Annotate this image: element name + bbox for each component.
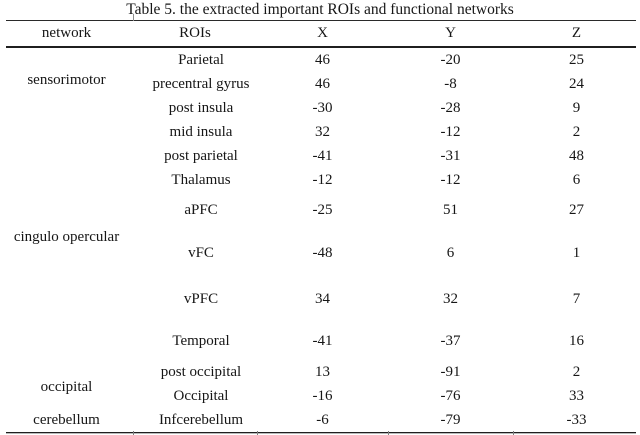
y-cell: -28 [440,99,461,116]
table-row: Occipital -16 -76 33 [133,384,640,408]
x-cell: -6 [316,411,329,428]
x-cell: -12 [312,171,333,188]
z-cell: 24 [569,75,584,92]
network-section: cingulo opercular aPFC -25 51 27 vFC -48 6 1 vPFC… [0,192,640,361]
roi-cell: Infcerebellum [158,411,244,428]
y-cell: -37 [440,332,461,349]
y-cell: -79 [440,411,461,428]
y-cell: 6 [446,245,455,261]
y-cell: -31 [440,147,461,164]
y-cell: 51 [443,202,458,218]
network-cell: occipital [40,379,93,395]
column-border-tick [257,431,258,435]
table-row: precentral gyrus 46 -8 24 [133,72,640,96]
roi-cell: Occipital [173,387,229,404]
z-cell: 2 [572,364,581,380]
x-cell: 13 [315,364,330,380]
z-cell: 1 [572,245,581,261]
network-cell: cerebellum [33,411,100,428]
col-header-z: Z [571,25,582,41]
roi-cell: post occipital [160,364,242,380]
z-cell: 48 [569,147,584,164]
table-row: post insula -30 -28 9 [133,96,640,120]
roi-cell: vPFC [183,291,219,307]
col-header-network: network [41,25,92,41]
column-border-tick [513,431,514,435]
col-header-y: Y [445,25,456,41]
roi-cell: post parietal [164,147,238,164]
table-row: vPFC 34 32 7 [133,278,640,321]
table-row: Temporal -41 -37 16 [133,321,640,361]
x-cell: 34 [315,291,330,307]
col-header-x: X [317,25,328,41]
section-rows: Infcerebellum -6 -79 -33 [133,408,640,432]
table-row: vFC -48 6 1 [133,229,640,278]
x-cell: -16 [312,387,333,404]
z-cell: 7 [572,291,581,307]
roi-cell: Thalamus [171,171,231,188]
x-cell: -25 [312,202,333,218]
column-border-tick [133,431,134,435]
network-cell: cingulo opercular [13,229,120,245]
roi-cell: Temporal [172,332,230,349]
z-cell: 9 [572,99,581,116]
section-rows: Parietal 46 -20 25 precentral gyrus 46 -8 24 pos… [133,48,640,192]
section-rows: aPFC -25 51 27 vFC -48 6 1 vPFC 34 32 7 Temporal -41 -… [133,192,640,361]
column-border-tick [133,14,134,21]
col-header-rois: ROIs [179,25,211,41]
bottom-subline [6,433,636,434]
table-body: sensorimotor Parietal 46 -20 25 precentral gy… [0,48,640,432]
table-row: Infcerebellum -6 -79 -33 [133,408,640,432]
roi-cell: vFC [188,245,214,261]
table-row: aPFC -25 51 27 [133,192,640,229]
table-row: Parietal 46 -20 25 [133,48,640,72]
column-border-tick [388,431,389,435]
x-cell: 46 [315,75,330,92]
x-cell: 46 [315,51,330,68]
rule-top [6,20,636,21]
z-cell: 25 [569,51,584,68]
x-cell: -41 [312,147,333,164]
y-cell: -12 [440,171,461,188]
roi-cell: precentral gyrus [152,75,250,92]
x-cell: 32 [315,123,330,140]
table-row: post occipital 13 -91 2 [133,361,640,384]
rule-header-bottom [6,46,636,48]
y-cell: -91 [440,364,461,380]
section-rows: post occipital 13 -91 2 Occipital -16 -76 33 [133,361,640,408]
z-cell: 6 [572,171,581,188]
header-row: network ROIs X Y Z [0,21,640,46]
z-cell: 27 [569,202,584,218]
z-cell: -33 [566,411,587,428]
x-cell: -48 [312,245,333,261]
y-cell: -20 [440,51,461,68]
table-row: mid insula 32 -12 2 [133,120,640,144]
network-section: cerebellum Infcerebellum -6 -79 -33 [0,408,640,432]
x-cell: -30 [312,99,333,116]
y-cell: -76 [440,387,461,404]
z-cell: 33 [569,387,584,404]
roi-cell: aPFC [184,202,218,218]
network-section: sensorimotor Parietal 46 -20 25 precentral gy… [0,48,640,192]
roi-cell: Parietal [178,51,224,68]
table-caption: Table 5. the extracted important ROIs an… [126,1,514,18]
network-section: occipital post occipital 13 -91 2 Occipital -1… [0,361,640,408]
x-cell: -41 [312,332,333,349]
roi-cell: mid insula [169,123,233,140]
roi-cell: post insula [168,99,234,116]
y-cell: -8 [444,75,457,92]
z-cell: 2 [572,123,581,140]
y-cell: 32 [443,291,458,307]
table-row: post parietal -41 -31 48 [133,144,640,168]
y-cell: -12 [440,123,461,140]
table-row: Thalamus -12 -12 6 [133,168,640,192]
network-cell: sensorimotor [27,72,106,88]
z-cell: 16 [569,332,584,349]
